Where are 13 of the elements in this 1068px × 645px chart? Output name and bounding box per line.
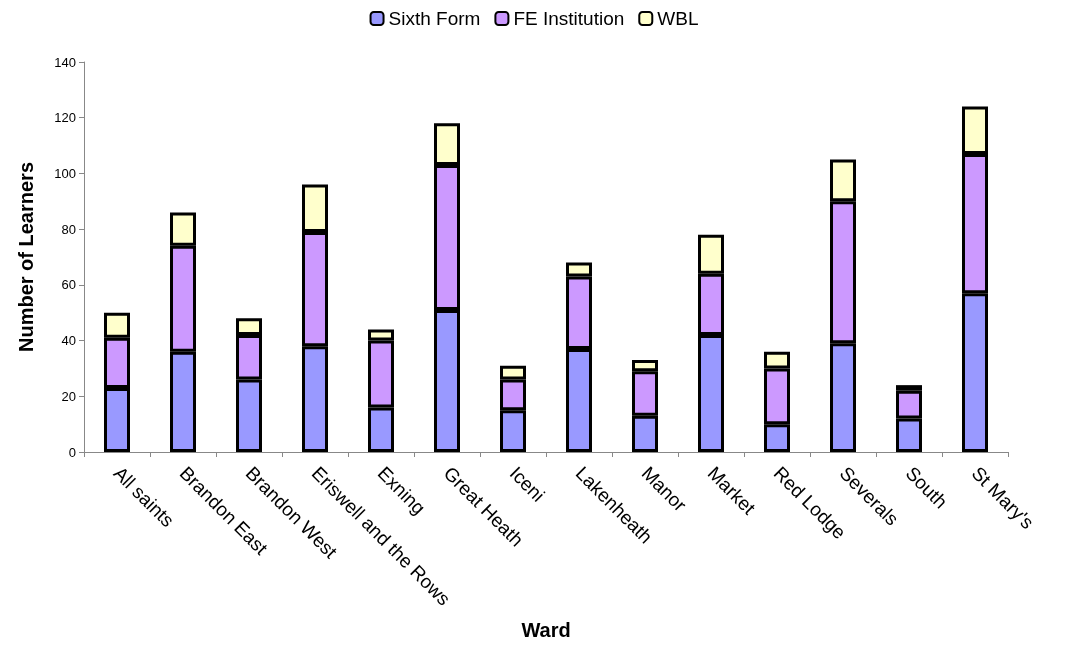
- y-tick-label: 20: [61, 388, 76, 404]
- y-tick-label: 100: [54, 165, 76, 181]
- y-tick-label: 40: [61, 333, 76, 349]
- legend-label: FE Institution: [513, 8, 625, 29]
- legend-label: WBL: [657, 8, 699, 29]
- x-axis-title: Ward: [521, 619, 571, 641]
- y-tick-label: 140: [54, 54, 76, 70]
- y-tick-label: 120: [54, 110, 76, 126]
- y-tick-label: 0: [68, 444, 76, 460]
- y-axis-title: Number of Learners: [15, 161, 37, 353]
- y-tick-label: 60: [61, 277, 76, 293]
- y-tick-label: 80: [61, 221, 76, 237]
- legend-label: Sixth Form: [388, 8, 481, 29]
